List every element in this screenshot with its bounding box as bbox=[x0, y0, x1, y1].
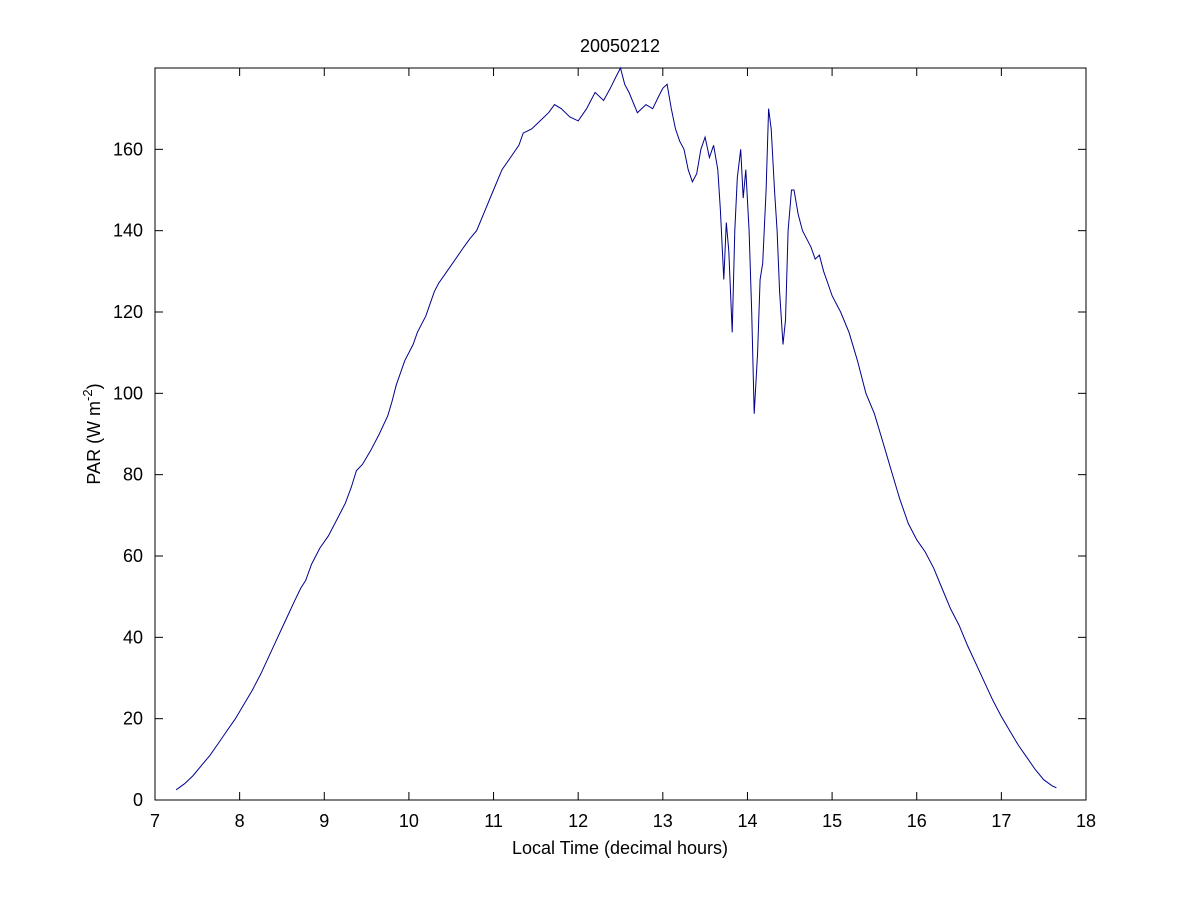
y-tick-label: 140 bbox=[113, 221, 143, 241]
y-axis-label-main: PAR (W m bbox=[84, 401, 104, 485]
x-tick-label: 10 bbox=[399, 811, 419, 831]
x-tick-label: 16 bbox=[907, 811, 927, 831]
chart-title: 20050212 bbox=[580, 36, 660, 56]
x-tick-label: 17 bbox=[991, 811, 1011, 831]
y-tick-label: 160 bbox=[113, 139, 143, 159]
y-axis-label: PAR (W m-2) bbox=[80, 383, 104, 484]
x-tick-label: 9 bbox=[319, 811, 329, 831]
y-tick-label: 60 bbox=[123, 546, 143, 566]
y-tick-label: 120 bbox=[113, 302, 143, 322]
y-axis-ticks: 0 20 40 60 80 100 120 140 160 bbox=[113, 139, 1086, 810]
y-tick-label: 40 bbox=[123, 627, 143, 647]
par-series-line bbox=[175, 66, 1057, 791]
y-tick-label: 0 bbox=[133, 790, 143, 810]
x-tick-label: 15 bbox=[822, 811, 842, 831]
plot-area bbox=[154, 67, 1087, 801]
y-tick-label: 20 bbox=[123, 709, 143, 729]
x-axis-label: Local Time (decimal hours) bbox=[512, 838, 728, 858]
y-tick-label: 80 bbox=[123, 465, 143, 485]
x-tick-label: 7 bbox=[150, 811, 160, 831]
x-tick-label: 11 bbox=[484, 811, 503, 831]
x-tick-label: 14 bbox=[737, 811, 757, 831]
y-axis-label-end: ) bbox=[84, 383, 104, 389]
x-tick-label: 13 bbox=[653, 811, 673, 831]
x-tick-label: 12 bbox=[568, 811, 588, 831]
x-tick-label: 8 bbox=[235, 811, 245, 831]
y-tick-label: 100 bbox=[113, 383, 143, 403]
x-tick-label: 18 bbox=[1076, 811, 1096, 831]
x-axis-ticks: 7 8 9 10 11 12 13 14 15 16 17 18 bbox=[150, 68, 1096, 831]
y-axis-label-superscript: -2 bbox=[80, 389, 95, 401]
